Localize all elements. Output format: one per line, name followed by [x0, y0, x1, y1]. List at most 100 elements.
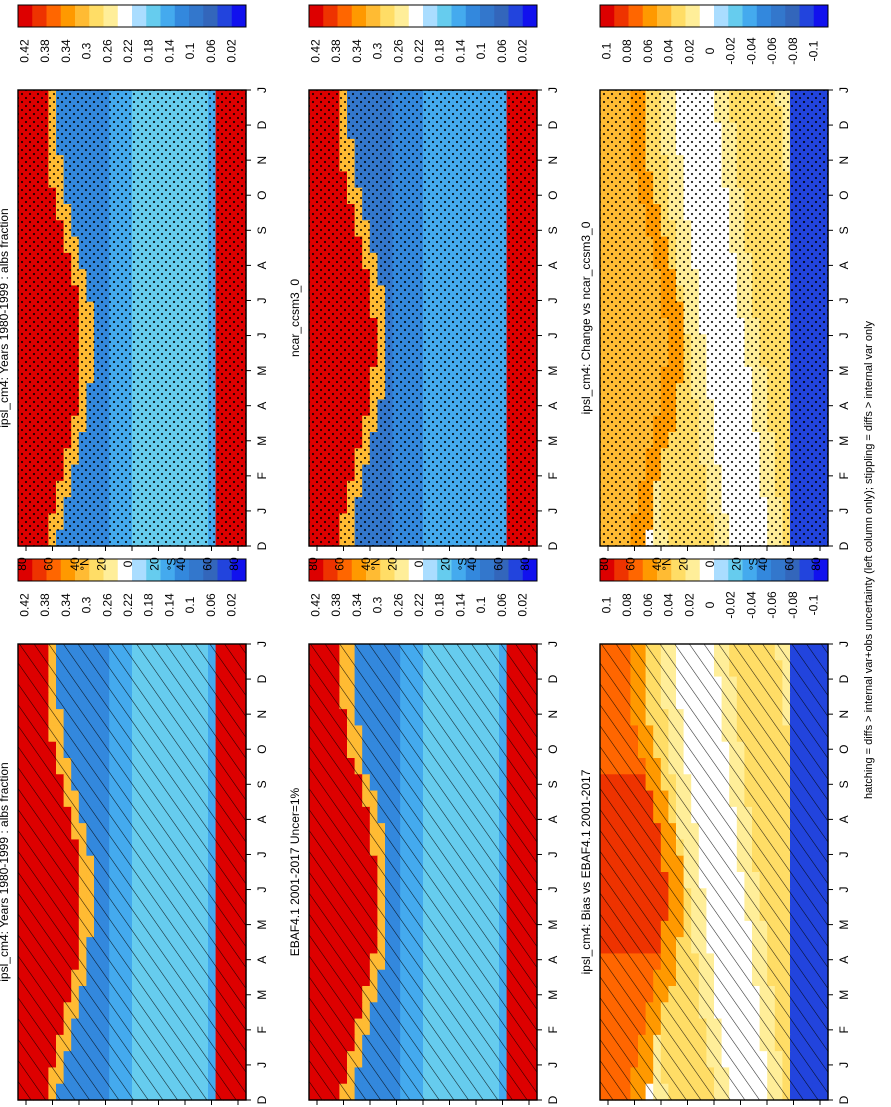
- colorbar-swatch: [132, 5, 147, 27]
- lat-tick-label: 20: [148, 557, 162, 571]
- month-tick-label: A: [546, 261, 560, 269]
- panel-2: EBAF4.1 2001-2017 Uncer=1%DJFMAMJJASONDJ…: [288, 558, 560, 1105]
- colorbar-swatch: [337, 5, 353, 27]
- colorbar-swatch: [699, 559, 715, 581]
- month-tick-label: D: [546, 120, 560, 129]
- colorbar-label: -0.02: [724, 591, 738, 619]
- colorbar-swatch: [394, 5, 410, 27]
- colorbar-swatch: [366, 5, 381, 27]
- month-tick-label: J: [255, 297, 269, 303]
- colorbar-label: 0.18: [142, 593, 156, 617]
- colorbar-swatch: [323, 559, 338, 581]
- colorbar-label: 0.08: [620, 593, 634, 617]
- colorbar-swatch: [671, 559, 686, 581]
- colorbar-swatch: [189, 559, 204, 581]
- colorbar: 0.42 0.38 0.34 0.3 0.26 0.22 0.18 0.14 0.1 0.06 0.…: [308, 558, 538, 617]
- colorbar-swatch: [132, 559, 147, 581]
- month-tick-label: J: [255, 851, 269, 857]
- colorbar-label: 0.02: [225, 39, 239, 63]
- colorbar-swatch: [423, 559, 438, 581]
- hemisphere-label: °S: [455, 558, 469, 571]
- panel-title: ipsl_cm4: Bias vs EBAF4.1 2001-2017: [579, 769, 593, 974]
- colorbar-label: 0.42: [17, 593, 31, 617]
- colorbar-label: 0.18: [433, 39, 447, 63]
- panel-4: ipsl_cm4: Bias vs EBAF4.1 2001-2017DJFMA…: [579, 558, 851, 1105]
- colorbar-swatch: [146, 5, 161, 27]
- lat-tick-label: 20: [386, 557, 400, 571]
- colorbar-swatch: [685, 559, 701, 581]
- colorbar-swatch: [451, 5, 467, 27]
- month-tick-label: J: [255, 508, 269, 514]
- colorbar-swatch: [742, 559, 758, 581]
- colorbar-label: 0.42: [17, 39, 31, 63]
- month-tick-label: O: [546, 191, 560, 200]
- colorbar-label: 0.34: [59, 593, 73, 617]
- colorbar-swatch: [494, 5, 509, 27]
- colorbar-swatch: [117, 559, 133, 581]
- colorbar-swatch: [465, 5, 481, 27]
- month-tick-label: N: [255, 156, 269, 165]
- lat-tick-label: 60: [333, 557, 347, 571]
- hemisphere-label: °N: [78, 557, 92, 570]
- month-tick-label: D: [255, 541, 269, 550]
- month-tick-label: S: [255, 226, 269, 234]
- colorbar-label: 0.22: [412, 593, 426, 617]
- colorbar-swatch: [309, 559, 324, 581]
- colorbar-swatch: [32, 5, 47, 27]
- colorbar-swatch: [799, 559, 815, 581]
- month-tick-label: F: [837, 1026, 851, 1033]
- colorbar-swatch: [217, 5, 233, 27]
- colorbar-frame: [308, 4, 538, 28]
- panel-0: ipsl_cm4: Years 1980-1999 : albs fractio…: [0, 558, 269, 1105]
- colorbar-swatch: [508, 5, 524, 27]
- colorbar-swatch: [480, 559, 495, 581]
- month-tick-label: J: [546, 333, 560, 339]
- colorbar-swatch: [32, 559, 47, 581]
- month-tick-label: J: [255, 1062, 269, 1068]
- colorbar-label: 0.04: [662, 593, 676, 617]
- colorbar-label: 0.06: [641, 593, 655, 617]
- month-tick-label: J: [255, 887, 269, 893]
- colorbar-label: 0.14: [453, 39, 467, 63]
- month-tick-label: J: [837, 851, 851, 857]
- hatching-overlay: [18, 644, 246, 1100]
- colorbar-swatch: [813, 559, 829, 581]
- lat-tick-label: 0: [121, 560, 135, 567]
- month-tick-label: O: [546, 745, 560, 754]
- colorbar-label: 0.14: [453, 593, 467, 617]
- month-tick-label: S: [546, 226, 560, 234]
- colorbar-swatch: [89, 559, 104, 581]
- colorbar-swatch: [408, 5, 424, 27]
- colorbar-label: 0.38: [329, 39, 343, 63]
- lat-tick-label: 60: [42, 557, 56, 571]
- month-tick-label: J: [255, 87, 269, 93]
- colorbar-label: -0.08: [786, 591, 800, 619]
- panel-title: EBAF4.1 2001-2017 Uncer=1%: [288, 787, 302, 956]
- colorbar-swatch: [160, 559, 176, 581]
- colorbar-swatch: [465, 559, 481, 581]
- colorbar-swatch: [174, 559, 190, 581]
- colorbar-swatch: [18, 5, 33, 27]
- month-tick-label: J: [546, 851, 560, 857]
- lat-tick-label: 40: [465, 557, 479, 571]
- lat-tick-label: 40: [174, 557, 188, 571]
- month-tick-label: J: [837, 1062, 851, 1068]
- month-tick-label: D: [255, 1095, 269, 1104]
- month-tick-label: D: [546, 674, 560, 683]
- colorbar-label: 0.3: [371, 42, 385, 59]
- month-tick-label: O: [837, 745, 851, 754]
- colorbar-label: -0.04: [744, 591, 758, 619]
- lat-tick-label: 60: [492, 557, 506, 571]
- colorbar-swatch: [46, 5, 62, 27]
- colorbar-swatch: [657, 559, 672, 581]
- colorbar-label: 0.18: [433, 593, 447, 617]
- colorbar: 0.42 0.38 0.34 0.3 0.26 0.22 0.18 0.14 0.1 0.06 0.…: [17, 4, 247, 63]
- month-tick-label: J: [546, 641, 560, 647]
- panel-5: ipsl_cm4: Change vs ncar_ccsm3_0DJFMAMJJ…: [579, 4, 851, 571]
- colorbar-frame: [308, 558, 538, 582]
- month-tick-label: S: [837, 780, 851, 788]
- lat-tick-label: 80: [227, 557, 241, 571]
- panel-title: ncar_ccsm3_0: [288, 279, 302, 357]
- month-tick-label: A: [837, 815, 851, 823]
